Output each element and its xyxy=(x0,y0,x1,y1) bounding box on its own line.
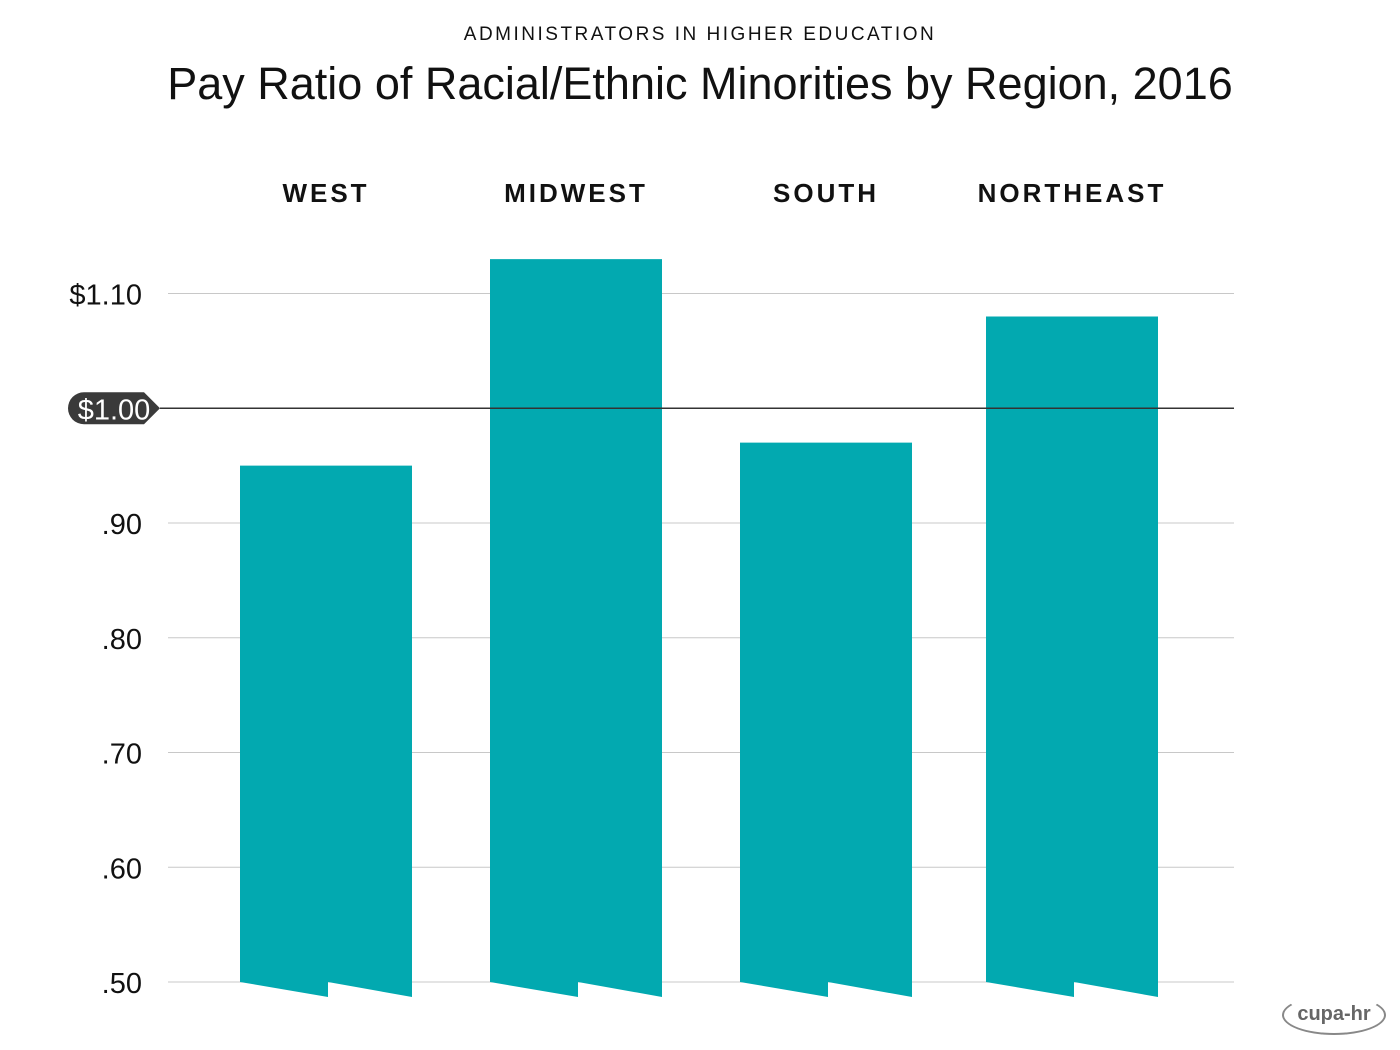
category-label: SOUTH xyxy=(773,178,879,208)
y-tick-label: .90 xyxy=(102,509,142,541)
y-tick-label: $1.10 xyxy=(69,280,142,312)
bar-west xyxy=(240,465,412,997)
y-tick-label: .80 xyxy=(102,624,142,656)
y-tick-label: .70 xyxy=(102,739,142,771)
category-label: WEST xyxy=(282,178,369,208)
bar-south xyxy=(740,442,912,997)
chart-subtitle: ADMINISTRATORS IN HIGHER EDUCATION xyxy=(463,24,937,45)
bar-midwest xyxy=(490,259,662,997)
cupa-hr-logo: cupa-hr xyxy=(1282,995,1386,1035)
y-tick-label: .60 xyxy=(102,853,142,885)
chart-title: Pay Ratio of Racial/Ethnic Minorities by… xyxy=(167,58,1233,109)
category-label: MIDWEST xyxy=(504,178,648,208)
category-label: NORTHEAST xyxy=(978,178,1167,208)
bar-northeast xyxy=(986,316,1158,997)
reference-label-badge xyxy=(68,392,160,425)
y-tick-label: $1.00 xyxy=(78,394,151,426)
y-tick-label: .50 xyxy=(102,968,142,1000)
